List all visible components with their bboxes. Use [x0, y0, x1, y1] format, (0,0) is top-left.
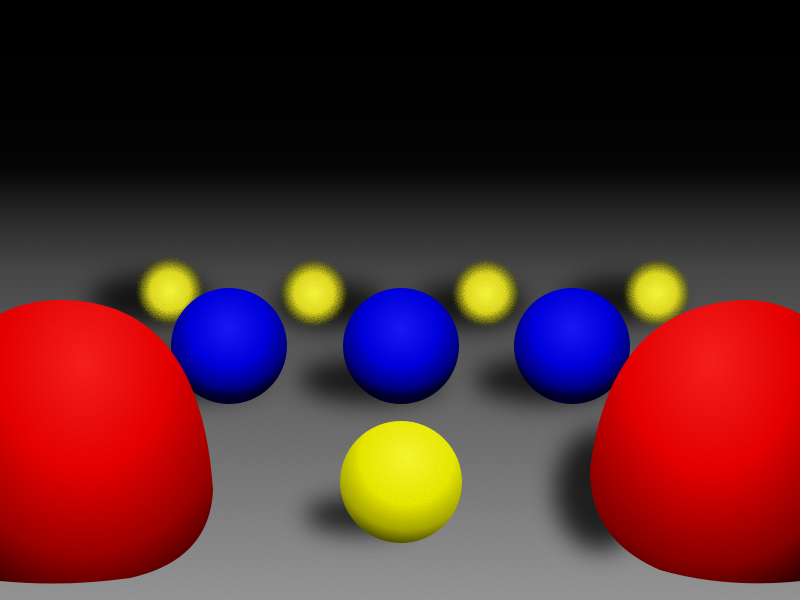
- grain-overlay: [0, 0, 800, 600]
- ray-traced-scene: [0, 0, 800, 600]
- scene-svg: [0, 0, 800, 600]
